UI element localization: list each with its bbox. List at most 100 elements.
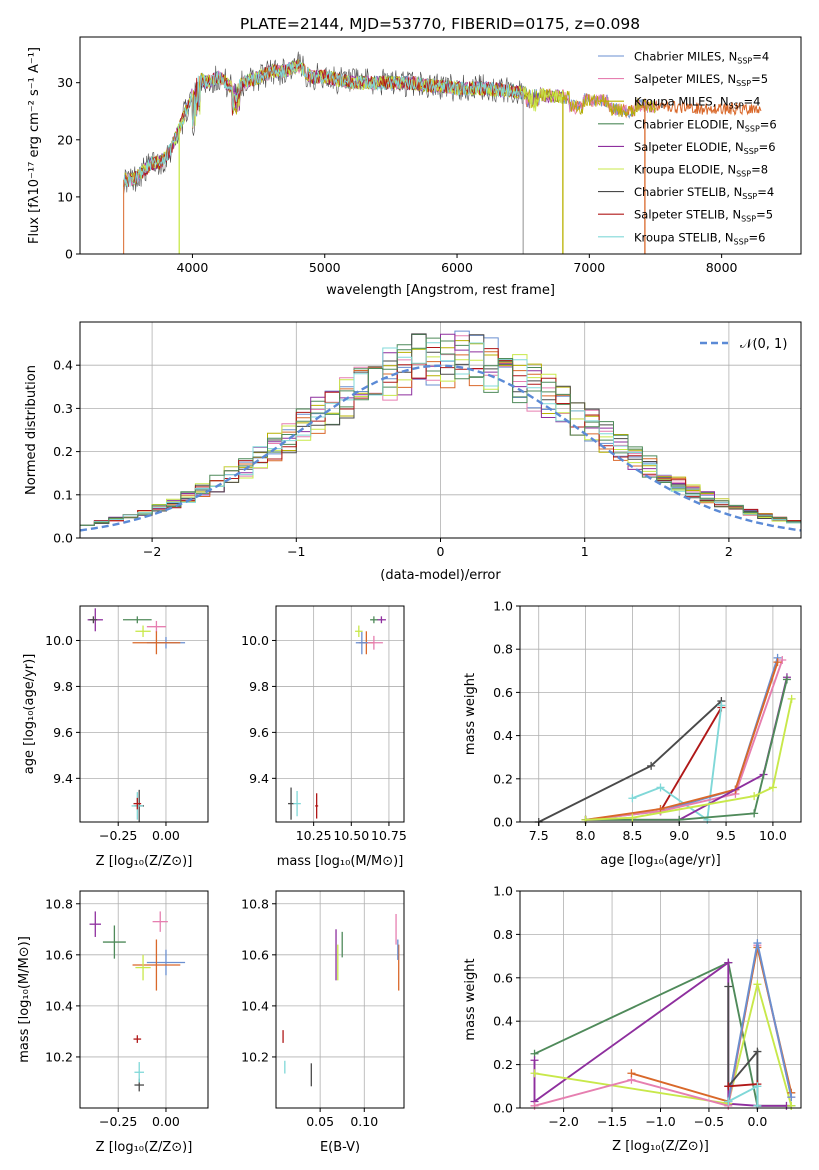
x-axis-label: mass [log₁₀(M/M⊙)]	[277, 854, 404, 869]
y-axis-label: Flux [fλ10⁻¹⁷ erg cm⁻² s⁻¹ A⁻¹]	[27, 47, 42, 244]
x-tick-label: 8000	[706, 260, 738, 275]
x-tick-label: 7.5	[529, 828, 549, 843]
weight-series-marker	[628, 813, 637, 822]
y-tick-label: 0.8	[493, 927, 513, 942]
weight-series-line	[585, 659, 784, 821]
legend-entry-subscript: SSP	[736, 170, 751, 179]
y-tick-label: 10.2	[45, 1049, 73, 1064]
y-tick-label: 9.8	[249, 679, 269, 694]
weight-series-line	[727, 986, 759, 1106]
legend-entry-label: Chabrier STELIB, NSSP=4	[634, 185, 774, 201]
x-tick-label: 0.00	[152, 1114, 180, 1129]
y-tick-label: 0.6	[493, 685, 513, 700]
weight-series-marker	[627, 1069, 636, 1078]
x-tick-label: 10.75	[371, 828, 407, 843]
legend-entry-count: =4	[757, 185, 774, 199]
weight-series-line	[727, 942, 793, 1102]
legend-entry-count: =4	[744, 95, 761, 109]
y-tick-label: 0.4	[53, 358, 73, 373]
y-tick-label: 9.4	[53, 771, 73, 786]
legend-entry-subscript: SSP	[736, 79, 751, 88]
x-tick-label: 0.00	[152, 828, 180, 843]
y-tick-label: 0.4	[493, 1014, 513, 1029]
x-axis-label: Z [log₁₀(Z/Z⊙)]	[612, 1139, 709, 1154]
spectrum-panel: 4000 5000 6000 7000 8000 0 10 20 30 wavelength [A…	[27, 36, 802, 298]
legend-entry-label: Salpeter MILES, NSSP=5	[634, 72, 768, 88]
legend-entry-subscript: SSP	[745, 124, 760, 133]
axes-frame	[79, 36, 802, 255]
weight-series-marker	[530, 1056, 539, 1065]
weight-series-marker	[530, 1069, 539, 1078]
legend-entry-count: =5	[751, 72, 768, 86]
axes-frame	[275, 890, 405, 1109]
y-tick-label: 1.0	[493, 884, 513, 899]
x-tick-label: −1	[287, 544, 305, 559]
x-tick-label: 1	[581, 544, 589, 559]
x-axis-label: (data-model)/error	[380, 568, 501, 583]
x-tick-label: 5000	[309, 260, 341, 275]
y-tick-label: 10.6	[45, 947, 73, 962]
mass-vs-metallicity-panel: −0.25 0.00 10.2 10.4 10.6 10.8 Z [log₁₀(Z/Z⊙)]…	[17, 890, 209, 1155]
y-tick-label: 0.2	[493, 1057, 513, 1072]
y-tick-label: 0.0	[53, 531, 73, 546]
legend-entry-subscript: SSP	[741, 215, 756, 224]
x-tick-label: −0.5	[694, 1114, 724, 1129]
normal-reference-curve	[79, 364, 802, 532]
weight-series-marker	[753, 1047, 762, 1056]
y-tick-label: 1.0	[493, 599, 513, 614]
x-tick-label: 0.0	[747, 1114, 767, 1129]
spectrum-model-line	[123, 59, 563, 187]
legend-entry-label: 𝒩(0, 1)	[740, 337, 787, 352]
legend-entry-label: Kroupa ELODIE, NSSP=8	[634, 163, 768, 179]
y-tick-label: 0.2	[53, 444, 73, 459]
weight-series-marker	[717, 701, 726, 710]
x-axis-label: age [log₁₀(age/yr)]	[600, 853, 721, 868]
x-tick-label: 10.50	[333, 828, 369, 843]
legend-entry-count: =8	[751, 163, 768, 177]
y-tick-label: 10.6	[241, 947, 269, 962]
x-tick-label: 4000	[177, 260, 209, 275]
weight-series-marker	[787, 694, 796, 703]
legend-entry-subscript: SSP	[734, 237, 749, 246]
weight-series-marker	[787, 1093, 796, 1102]
weight-series-marker	[724, 1097, 733, 1106]
x-tick-label: 2	[725, 544, 733, 559]
weight-vs-age-panel: 7.5 8.0 8.5 9.0 9.5 10.0 0.0 0.2 0.4 0.6 0.8 1.0 age…	[463, 599, 802, 868]
x-tick-label: 6000	[441, 260, 473, 275]
legend-entry-subscript: SSP	[729, 102, 744, 111]
weight-series-marker	[656, 783, 665, 792]
x-tick-label: −2	[143, 544, 161, 559]
x-tick-label: 8.5	[622, 828, 642, 843]
weight-series-marker	[647, 761, 656, 770]
y-tick-label: 0.4	[493, 728, 513, 743]
y-tick-label: 9.6	[53, 725, 73, 740]
y-tick-label: 0.3	[53, 401, 73, 416]
y-tick-label: 9.4	[249, 771, 269, 786]
legend-entry-count: =4	[752, 50, 769, 64]
y-tick-label: 10.2	[241, 1049, 269, 1064]
y-tick-label: 10.8	[241, 896, 269, 911]
weight-series-marker	[773, 658, 782, 667]
y-tick-label: 0.2	[493, 771, 513, 786]
y-tick-label: 0.1	[53, 487, 73, 502]
x-axis-label: Z [log₁₀(Z/Z⊙)]	[96, 854, 193, 869]
y-tick-label: 9.6	[249, 725, 269, 740]
x-axis-label: wavelength [Angstrom, rest frame]	[326, 283, 555, 298]
weight-series-marker	[753, 1082, 762, 1091]
legend-entry-subscript: SSP	[742, 192, 757, 201]
legend-entry-count: =6	[760, 117, 777, 131]
x-tick-label: 0	[437, 544, 445, 559]
y-axis-label: mass weight	[463, 958, 478, 1040]
weight-series-line	[728, 1083, 758, 1088]
legend-entry-count: =6	[759, 140, 776, 154]
weight-series-marker	[724, 958, 733, 967]
weight-series-marker	[787, 1101, 796, 1110]
weight-series-marker	[724, 1082, 733, 1091]
weight-series-marker	[782, 675, 791, 684]
x-tick-label: 7000	[573, 260, 605, 275]
weight-vs-metallicity-panel: −2.0 −1.5 −1.0 −0.5 0.0 0.0 0.2 0.4 0.6 0.8 1.0 Z […	[463, 884, 802, 1154]
x-tick-label: 10.0	[759, 828, 787, 843]
weight-series-marker	[628, 794, 637, 803]
weight-series-marker	[530, 1101, 539, 1110]
x-tick-label: −1.0	[645, 1114, 675, 1129]
